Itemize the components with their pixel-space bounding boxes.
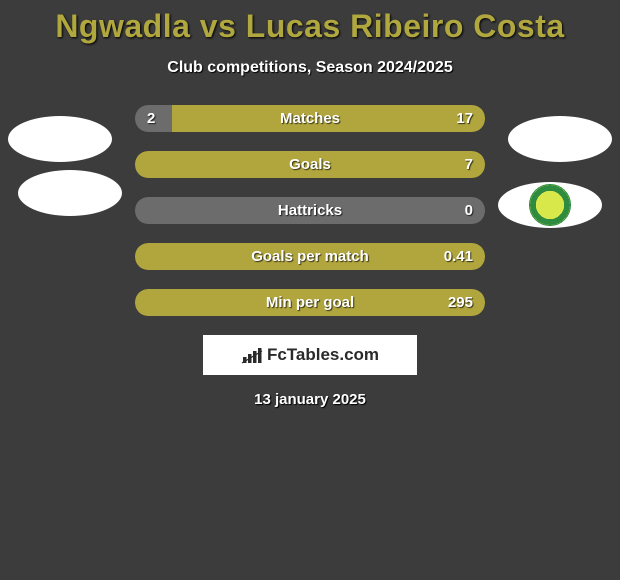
stat-row: Min per goal 295 (0, 289, 620, 315)
brand-badge: FcTables.com (203, 335, 417, 375)
comparison-chart: 2 Matches 17 Goals 7 Hattricks 0 (0, 105, 620, 315)
stat-row: 2 Matches 17 (0, 105, 620, 131)
stat-row: Goals 7 (0, 151, 620, 177)
stat-bar: Goals per match 0.41 (135, 243, 485, 270)
stat-left-value: 2 (147, 110, 155, 127)
stat-row: Goals per match 0.41 (0, 243, 620, 269)
stat-bar: Goals 7 (135, 151, 485, 178)
stat-label: Goals (289, 156, 331, 173)
stat-right-value: 0 (465, 202, 473, 219)
stat-label: Min per goal (266, 294, 354, 311)
stat-right-value: 7 (465, 156, 473, 173)
stat-label: Hattricks (278, 202, 342, 219)
stat-right-value: 295 (448, 294, 473, 311)
stat-right-value: 17 (456, 110, 473, 127)
stat-label: Matches (280, 110, 340, 127)
stat-bar: Hattricks 0 (135, 197, 485, 224)
brand-text: FcTables.com (267, 345, 379, 365)
stat-right-value: 0.41 (444, 248, 473, 265)
page-title: Ngwadla vs Lucas Ribeiro Costa (0, 8, 620, 45)
stat-row: Hattricks 0 (0, 197, 620, 223)
stat-bar: 2 Matches 17 (135, 105, 485, 132)
stat-bar: Min per goal 295 (135, 289, 485, 316)
bar-chart-icon (241, 346, 263, 364)
date-label: 13 january 2025 (0, 391, 620, 408)
subtitle: Club competitions, Season 2024/2025 (0, 59, 620, 77)
stat-label: Goals per match (251, 248, 369, 265)
